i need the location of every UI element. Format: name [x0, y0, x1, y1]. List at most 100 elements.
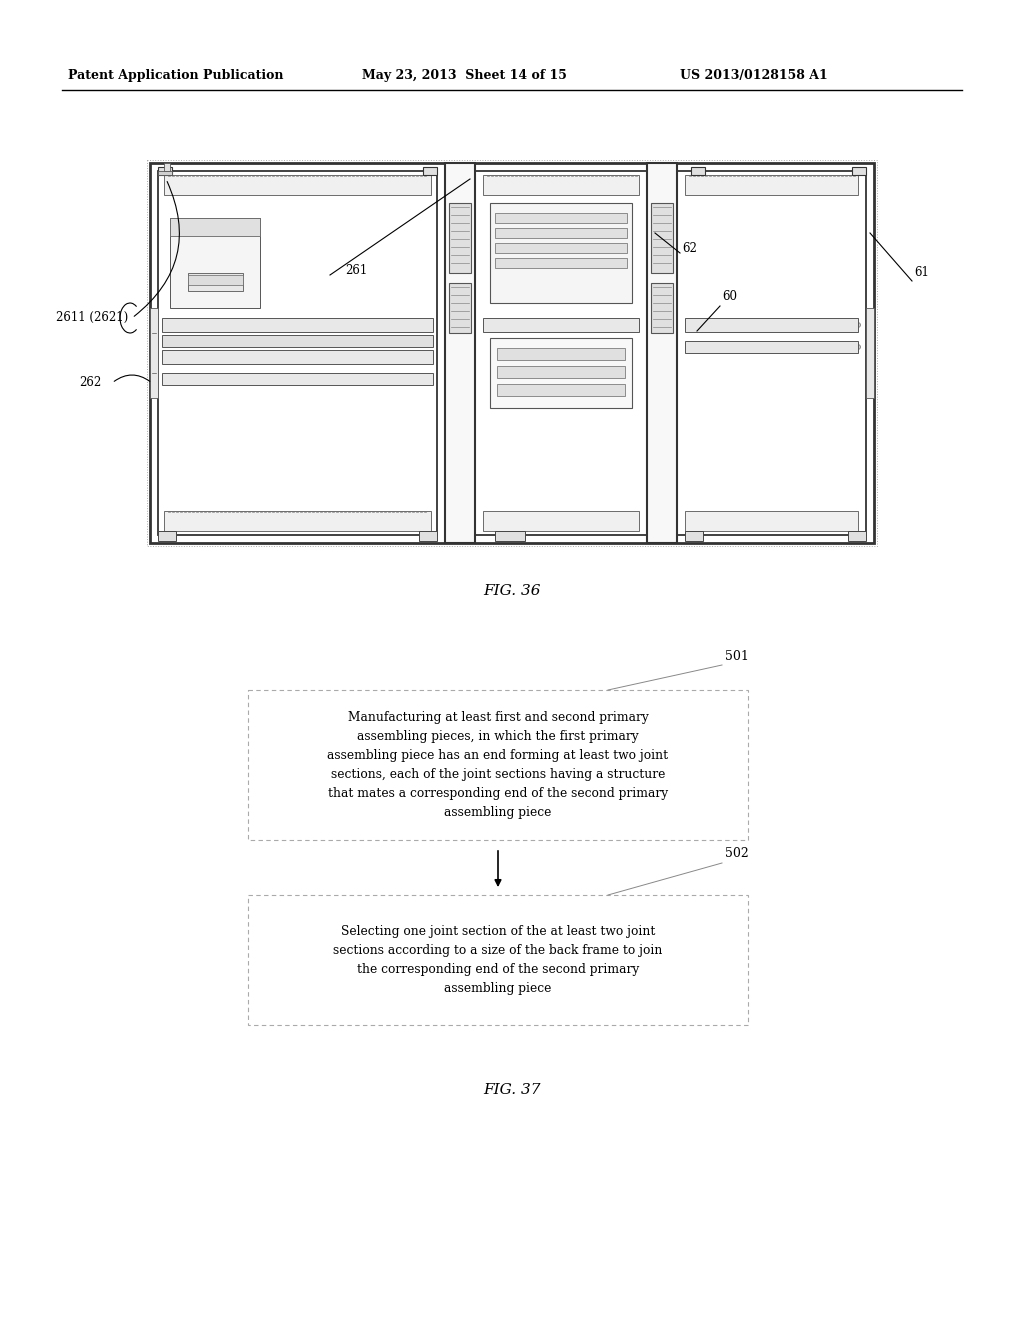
- Bar: [647, 162, 677, 543]
- Circle shape: [551, 322, 555, 327]
- Circle shape: [517, 216, 521, 220]
- Text: 261: 261: [345, 264, 368, 277]
- Circle shape: [534, 352, 537, 356]
- Circle shape: [729, 322, 734, 327]
- Circle shape: [369, 322, 374, 327]
- Circle shape: [783, 322, 788, 327]
- Circle shape: [297, 376, 301, 381]
- Bar: [685, 341, 858, 352]
- Bar: [651, 203, 673, 273]
- Circle shape: [532, 246, 536, 249]
- Circle shape: [548, 388, 552, 392]
- Bar: [495, 531, 525, 541]
- Bar: [162, 335, 433, 347]
- Circle shape: [693, 345, 698, 350]
- Circle shape: [423, 322, 427, 327]
- Circle shape: [623, 352, 627, 356]
- Circle shape: [563, 388, 567, 392]
- Circle shape: [607, 216, 611, 220]
- Bar: [150, 162, 874, 543]
- Circle shape: [593, 352, 597, 356]
- Bar: [162, 318, 433, 333]
- Circle shape: [623, 388, 627, 392]
- Circle shape: [532, 216, 536, 220]
- Bar: [490, 203, 632, 304]
- Circle shape: [608, 370, 612, 374]
- Bar: [423, 168, 437, 176]
- Circle shape: [608, 352, 612, 356]
- Bar: [497, 348, 625, 360]
- Bar: [852, 168, 866, 176]
- Circle shape: [386, 355, 391, 359]
- Circle shape: [547, 216, 551, 220]
- Circle shape: [534, 370, 537, 374]
- Circle shape: [532, 231, 536, 235]
- Circle shape: [593, 370, 597, 374]
- Circle shape: [171, 376, 175, 381]
- Circle shape: [563, 370, 567, 374]
- Circle shape: [243, 355, 248, 359]
- Circle shape: [578, 370, 582, 374]
- Circle shape: [578, 352, 582, 356]
- Circle shape: [622, 261, 626, 265]
- Bar: [483, 318, 639, 333]
- Circle shape: [502, 231, 506, 235]
- Bar: [497, 366, 625, 378]
- Circle shape: [578, 388, 582, 392]
- Bar: [162, 374, 433, 385]
- Circle shape: [490, 322, 496, 327]
- Bar: [685, 511, 858, 531]
- Text: 501: 501: [725, 649, 749, 663]
- Circle shape: [314, 376, 319, 381]
- Circle shape: [333, 322, 338, 327]
- Circle shape: [607, 246, 611, 249]
- Circle shape: [577, 216, 581, 220]
- Circle shape: [622, 246, 626, 249]
- Circle shape: [207, 322, 212, 327]
- Circle shape: [188, 338, 194, 343]
- Circle shape: [503, 370, 507, 374]
- Circle shape: [404, 355, 410, 359]
- Circle shape: [243, 338, 248, 343]
- Circle shape: [547, 246, 551, 249]
- Text: 60: 60: [722, 289, 737, 302]
- Text: May 23, 2013  Sheet 14 of 15: May 23, 2013 Sheet 14 of 15: [362, 69, 567, 82]
- Bar: [170, 218, 260, 236]
- Bar: [188, 275, 243, 285]
- Circle shape: [783, 345, 788, 350]
- Circle shape: [819, 345, 824, 350]
- Text: 61: 61: [914, 267, 929, 280]
- Circle shape: [593, 388, 597, 392]
- Circle shape: [563, 352, 567, 356]
- Circle shape: [350, 376, 355, 381]
- Circle shape: [502, 261, 506, 265]
- Bar: [445, 162, 475, 543]
- Circle shape: [404, 376, 410, 381]
- Circle shape: [748, 322, 753, 327]
- Circle shape: [766, 322, 770, 327]
- Bar: [188, 273, 243, 290]
- Bar: [848, 531, 866, 541]
- Circle shape: [423, 338, 427, 343]
- Circle shape: [518, 352, 522, 356]
- Circle shape: [314, 355, 319, 359]
- Circle shape: [622, 231, 626, 235]
- Bar: [866, 308, 874, 399]
- Circle shape: [171, 338, 175, 343]
- Circle shape: [596, 322, 600, 327]
- Circle shape: [224, 338, 229, 343]
- Circle shape: [386, 322, 391, 327]
- Circle shape: [562, 246, 566, 249]
- Circle shape: [314, 322, 319, 327]
- Circle shape: [333, 355, 338, 359]
- Bar: [685, 531, 703, 541]
- Bar: [158, 172, 437, 535]
- Circle shape: [224, 322, 229, 327]
- Bar: [248, 895, 748, 1026]
- Circle shape: [506, 322, 511, 327]
- Bar: [158, 168, 172, 176]
- Circle shape: [622, 216, 626, 220]
- Bar: [475, 172, 647, 535]
- Circle shape: [565, 322, 570, 327]
- Circle shape: [279, 376, 284, 381]
